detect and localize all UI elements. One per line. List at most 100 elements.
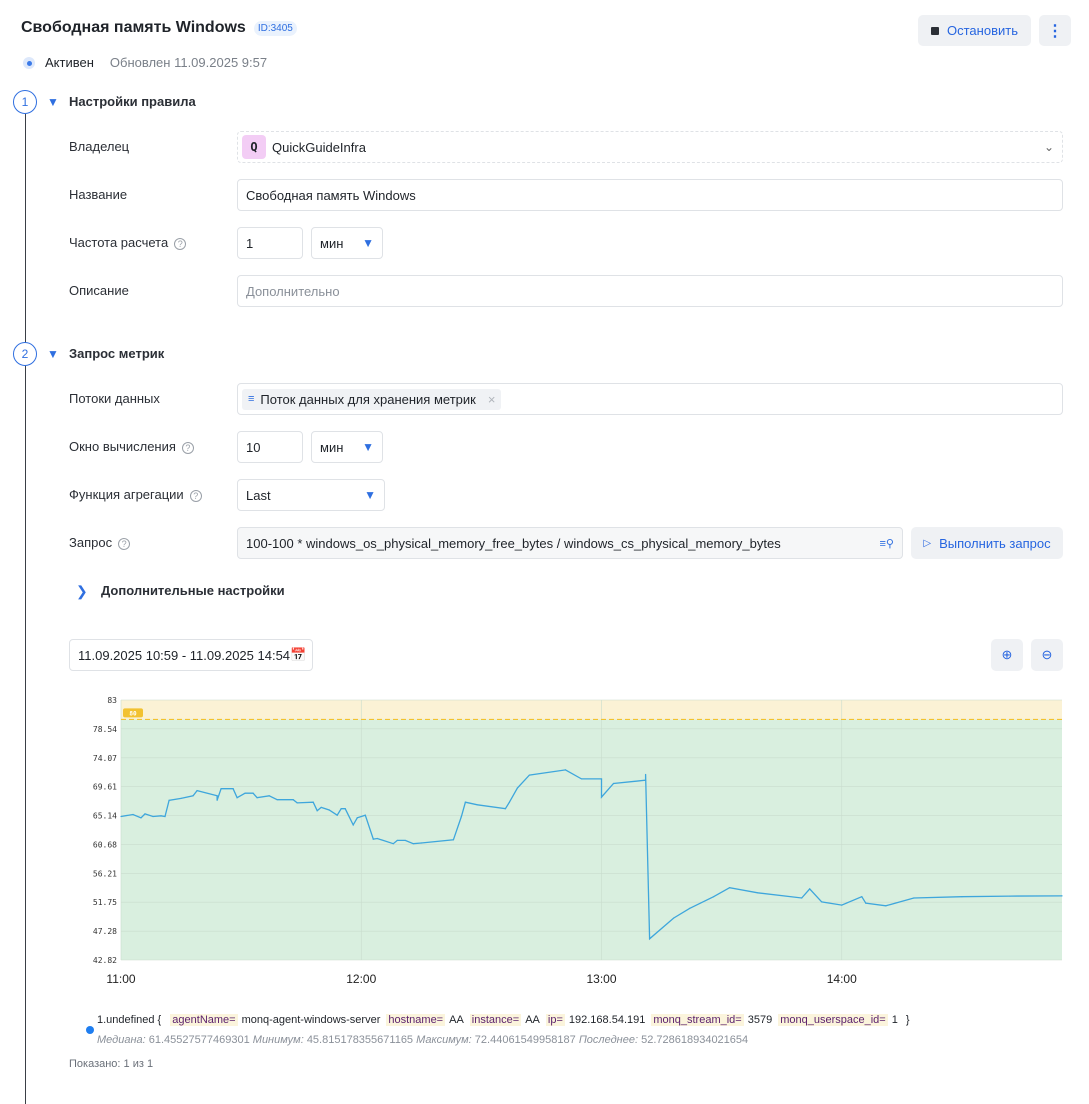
kebab-icon[interactable]: ⋮ (1039, 15, 1071, 46)
steps-timeline (25, 114, 26, 1104)
data-point (364, 814, 366, 816)
owner-label: Владелец (69, 139, 130, 154)
data-point (216, 795, 218, 797)
page-header: Свободная память Windows ID:3405 (21, 19, 297, 37)
agg-select[interactable]: Last ▼ (237, 479, 385, 511)
chevron-down-icon[interactable]: ▼ (47, 95, 59, 109)
data-point (644, 773, 647, 776)
window-input[interactable]: 10 (237, 431, 303, 463)
data-point (841, 904, 843, 906)
data-point (508, 801, 511, 803)
data-point (809, 888, 811, 890)
freq-label: Частота расчета? (69, 235, 187, 250)
data-point (412, 843, 414, 845)
help-icon: ? (181, 441, 194, 454)
data-point (644, 779, 647, 781)
data-point (152, 815, 154, 818)
id-badge: ID:3405 (253, 20, 297, 36)
window-unit-select[interactable]: мин ▼ (311, 431, 383, 463)
data-point (164, 815, 166, 818)
freq-input[interactable]: 1 (237, 227, 303, 259)
advanced-settings-toggle[interactable]: Дополнительные настройки (101, 583, 285, 598)
query-text: 100-100 * windows_os_physical_memory_fre… (246, 535, 781, 551)
y-tick-label: 47.28 (93, 927, 117, 936)
status-row: Активен Обновлен 11.09.2025 9:57 (45, 55, 267, 70)
data-point (861, 896, 863, 898)
data-point (420, 842, 422, 844)
close-icon[interactable]: × (487, 391, 496, 407)
data-point (252, 792, 254, 794)
data-point (600, 796, 603, 798)
zoom-in-icon[interactable]: ⊕ (991, 639, 1023, 671)
help-icon: ? (174, 237, 187, 250)
y-tick-label: 42.82 (93, 956, 117, 965)
data-point (352, 824, 354, 826)
data-point (276, 799, 278, 801)
streams-select[interactable]: ≡ Поток данных для хранения метрик × (237, 383, 1063, 415)
data-point (504, 808, 507, 810)
data-point (160, 815, 162, 817)
chevron-right-icon[interactable]: ❯ (76, 583, 88, 599)
data-point (316, 810, 318, 812)
run-query-button[interactable]: ▷ Выполнить запрос (911, 527, 1063, 559)
legend-label-value: monq-agent-windows-server (241, 1014, 381, 1026)
data-point (528, 774, 531, 776)
data-point (580, 778, 583, 780)
section-title-metrics-query[interactable]: Запрос метрик (69, 346, 165, 361)
owner-select[interactable]: Q QuickGuideInfra ⌄ (237, 131, 1063, 163)
data-point (612, 782, 615, 785)
query-input[interactable]: 100-100 * windows_os_physical_memory_fre… (237, 527, 903, 559)
help-icon: ? (189, 489, 202, 502)
legend-label-key: instance= (469, 1014, 522, 1026)
warn-zone (121, 700, 1062, 720)
data-point (516, 787, 519, 789)
desc-input[interactable]: Дополнительно (237, 275, 1063, 307)
data-point (320, 806, 322, 809)
page-title: Свободная память Windows (21, 19, 246, 36)
data-point (392, 843, 394, 845)
stop-button[interactable]: Остановить (918, 15, 1031, 46)
updated-text: Обновлен 11.09.2025 9:57 (109, 55, 268, 70)
step-2-badge: 2 (13, 342, 37, 366)
chevron-down-icon[interactable]: ▼ (47, 347, 59, 361)
data-point (1009, 895, 1011, 897)
stop-icon (931, 26, 940, 35)
data-point (216, 799, 218, 801)
series-line (120, 769, 1063, 941)
play-icon: ▷ (923, 537, 932, 549)
desc-label: Описание (69, 283, 129, 298)
data-point (192, 795, 194, 797)
data-point (460, 815, 462, 818)
data-point (340, 808, 342, 810)
legend-label-key: monq_userspace_id= (778, 1014, 888, 1026)
x-tick-label: 14:00 (827, 972, 857, 986)
stream-icon: ≡ (248, 393, 255, 405)
name-input[interactable]: Свободная память Windows (237, 179, 1063, 211)
data-point (292, 799, 294, 801)
data-point (132, 813, 134, 816)
data-point (296, 802, 298, 804)
threshold-label: 80 (129, 710, 137, 717)
legend-label-value: AA (525, 1014, 540, 1026)
series-legend[interactable]: 1.undefined { agentName= monq-agent-windo… (97, 1014, 910, 1026)
freq-unit-select[interactable]: мин ▼ (311, 227, 383, 259)
zoom-out-icon[interactable]: ⊖ (1031, 639, 1063, 671)
data-point (713, 896, 715, 898)
metric-chart[interactable]: 83 78.54 74.07 69.61 65.14 60.68 56.21 51.75 47.… (0, 690, 1089, 990)
x-tick-label: 11:00 (106, 972, 135, 986)
section-title-rule-settings[interactable]: Настройки правила (69, 94, 196, 109)
y-tick-label: 51.75 (93, 898, 117, 907)
query-label: Запрос? (69, 535, 131, 550)
data-point (689, 907, 691, 909)
data-point (372, 838, 374, 840)
data-point (757, 892, 759, 894)
data-point (312, 801, 314, 803)
data-point (464, 801, 466, 803)
query-format-icon[interactable]: ≡⚲ (879, 537, 894, 550)
data-point (244, 792, 246, 794)
data-point (140, 817, 142, 819)
data-point (196, 789, 198, 792)
date-range-picker[interactable]: 11.09.2025 10:59 - 11.09.2025 14:54 📅 (69, 639, 313, 671)
window-label: Окно вычисления? (69, 439, 194, 454)
data-point (821, 901, 823, 903)
